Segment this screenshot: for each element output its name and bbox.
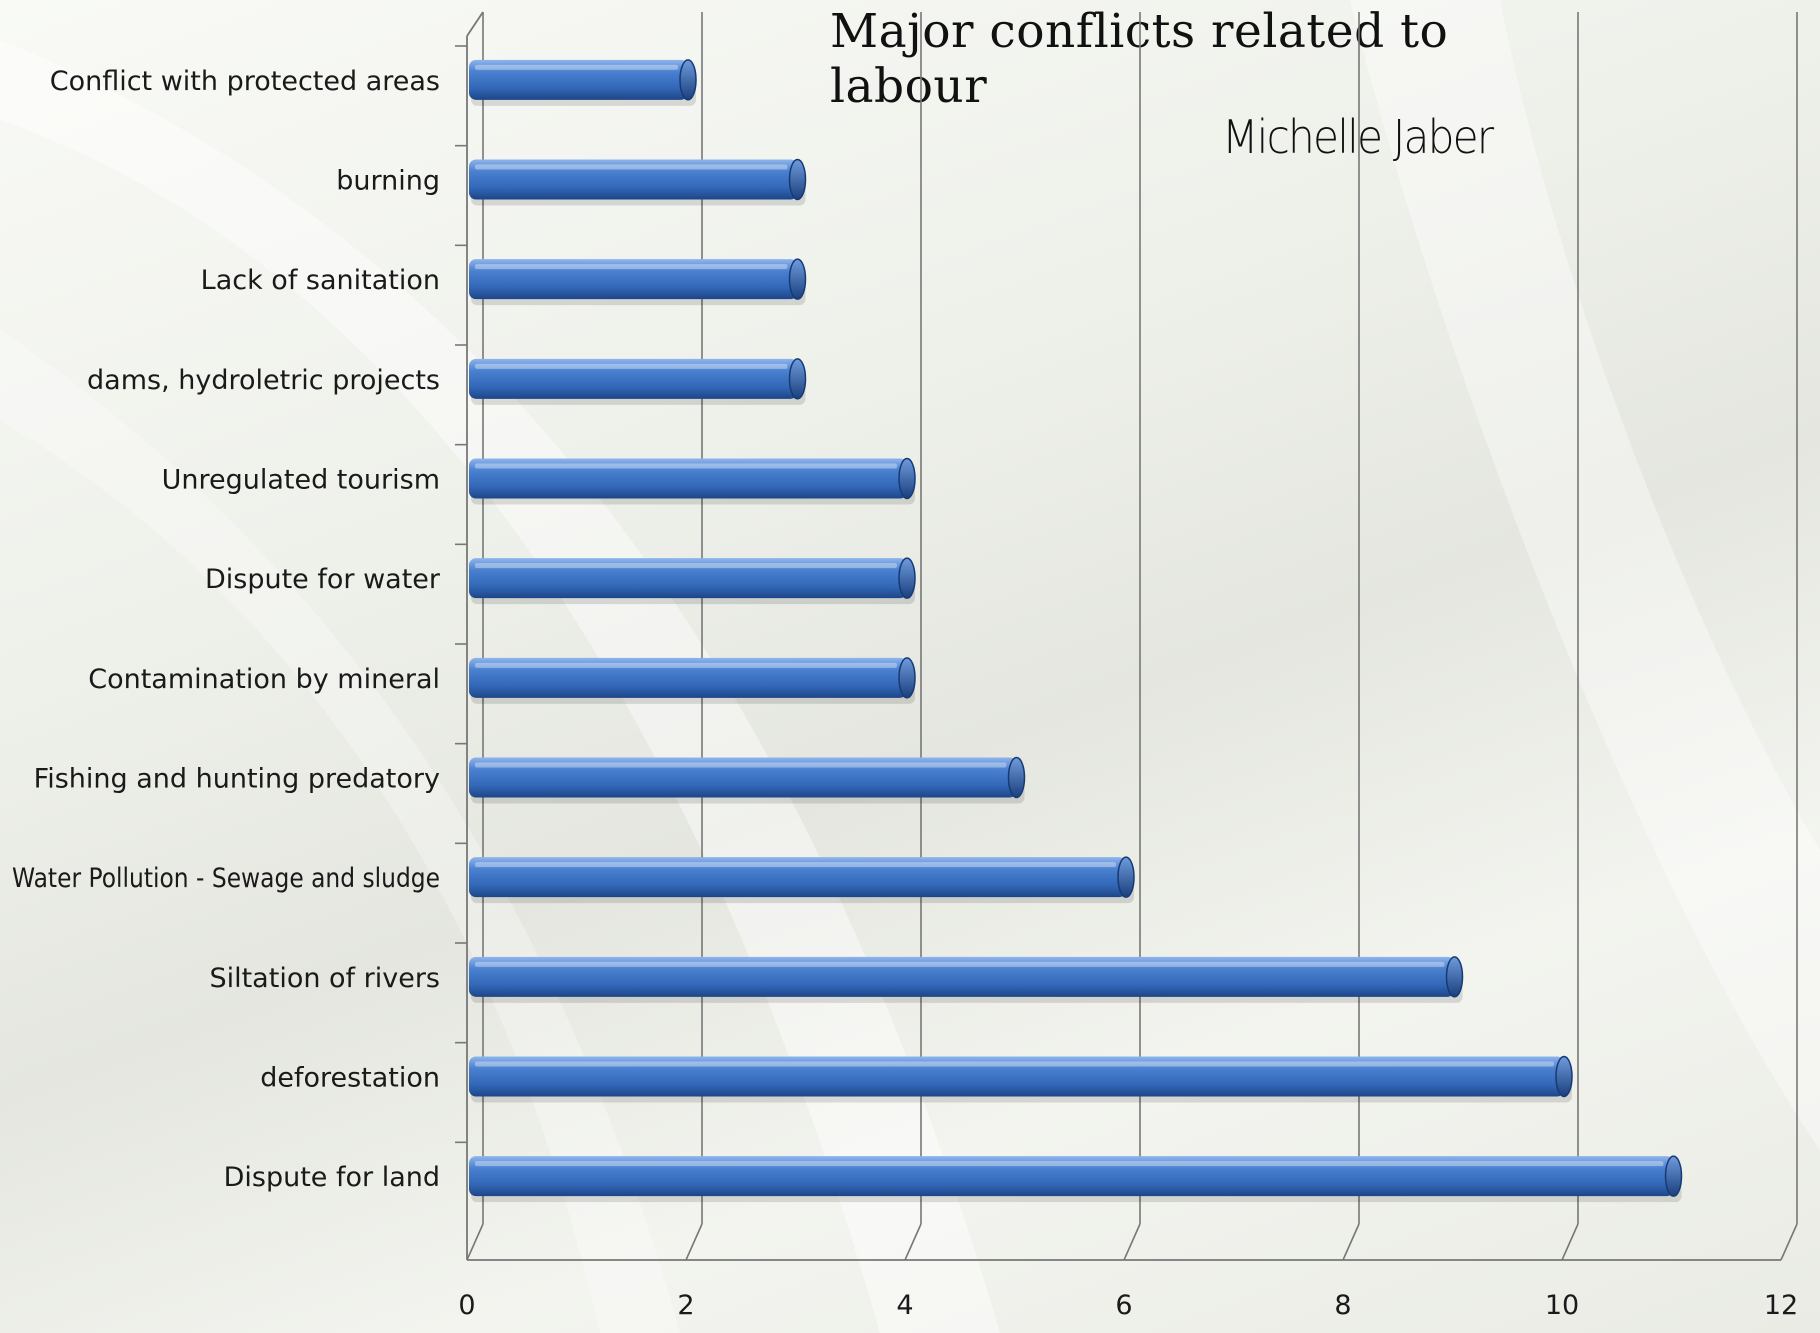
floor-tick-2	[685, 1223, 703, 1261]
x-tick-label-12: 12	[1764, 1290, 1798, 1321]
bar-highlight	[475, 1061, 1554, 1067]
chart-subtitle-author: Michelle Jaber	[1222, 110, 1494, 164]
bar-body	[469, 159, 798, 200]
category-label-7: Contamination by mineral	[88, 664, 440, 695]
bar-11	[469, 1055, 1573, 1103]
bar-highlight	[475, 64, 678, 70]
bar-body	[469, 1056, 1564, 1097]
axes	[455, 11, 1781, 1261]
category-label-2: burning	[336, 166, 440, 197]
bar-end-cap	[679, 59, 697, 101]
bar-highlight	[475, 961, 1445, 967]
bar-end-cap	[788, 358, 807, 400]
bar-body	[469, 358, 798, 399]
x-tick-label-8: 8	[1334, 1290, 1351, 1321]
bar-body	[469, 657, 907, 698]
category-label-5: Unregulated tourism	[162, 465, 440, 496]
x-tick-label-6: 6	[1115, 1290, 1132, 1321]
bar-highlight	[475, 563, 897, 569]
bar-body	[469, 458, 907, 499]
bar-4	[469, 358, 807, 405]
y-axis-top-edge	[466, 11, 484, 37]
x-tick-labels: 0 2 4 6 8 10 12	[458, 1290, 1798, 1321]
category-label-10: Siltation of rivers	[209, 963, 440, 994]
floor-tick-4	[904, 1223, 922, 1261]
floor-tick-0	[466, 1223, 484, 1261]
category-label-11: deforestation	[260, 1063, 440, 1094]
bar-end-cap	[788, 258, 807, 300]
x-tick-label-0: 0	[458, 1290, 475, 1321]
bar-5	[469, 457, 916, 505]
bar-end-cap	[1445, 956, 1464, 998]
category-label-3: Lack of sanitation	[201, 265, 440, 296]
bar-2	[469, 158, 807, 206]
bar-highlight	[475, 1161, 1664, 1167]
bar-highlight	[475, 762, 1007, 768]
bar-end-cap	[1664, 1155, 1683, 1197]
category-label-6: Dispute for water	[205, 564, 441, 595]
bars	[469, 59, 1683, 1203]
bar-end-cap	[898, 457, 916, 500]
floor-tick-10	[1561, 1223, 1579, 1261]
bar-highlight	[475, 463, 897, 469]
bar-end-cap	[1555, 1055, 1573, 1098]
bar-highlight	[475, 164, 788, 170]
bar-10	[469, 956, 1464, 1003]
bar-6	[469, 557, 916, 605]
bar-highlight	[475, 363, 788, 369]
category-label-8: Fishing and hunting predatory	[34, 764, 440, 795]
bar-body	[469, 757, 1017, 798]
x-tick-label-2: 2	[677, 1290, 694, 1321]
bar-body	[469, 857, 1126, 898]
category-label-12: Dispute for land	[224, 1162, 440, 1193]
bar-highlight	[475, 662, 897, 668]
bar-body	[469, 1156, 1674, 1197]
bar-body	[469, 558, 907, 599]
category-labels: Conflict with protected areas burning Lack…	[12, 66, 441, 1193]
bar-end-cap	[788, 158, 807, 201]
x-tick-label-4: 4	[896, 1290, 913, 1321]
bar-body	[469, 59, 688, 100]
chart-title: Major conflicts related to labour	[830, 4, 1449, 114]
floor-tick-8	[1342, 1223, 1360, 1261]
bar-7	[469, 657, 916, 704]
bar-end-cap	[1007, 756, 1026, 799]
bar-1	[469, 59, 697, 106]
bar-9	[469, 856, 1135, 904]
bar-3	[469, 258, 807, 306]
bar-highlight	[475, 264, 788, 270]
bar-12	[469, 1155, 1683, 1203]
floor-tick-12	[1780, 1223, 1798, 1261]
bar-body	[469, 956, 1455, 997]
bar-8	[469, 756, 1026, 804]
x-tick-label-10: 10	[1545, 1290, 1579, 1321]
floor-tick-6	[1123, 1223, 1141, 1261]
bar-end-cap	[898, 557, 916, 599]
category-label-4: dams, hydroletric projects	[87, 365, 440, 396]
bar-end-cap	[1117, 856, 1135, 898]
bar-body	[469, 259, 798, 300]
category-label-9: Water Pollution - Sewage and sludge	[12, 863, 440, 894]
bar-highlight	[475, 862, 1116, 868]
category-label-1: Conflict with protected areas	[50, 66, 440, 97]
bar-end-cap	[898, 657, 916, 699]
gridlines	[466, 12, 1798, 1261]
